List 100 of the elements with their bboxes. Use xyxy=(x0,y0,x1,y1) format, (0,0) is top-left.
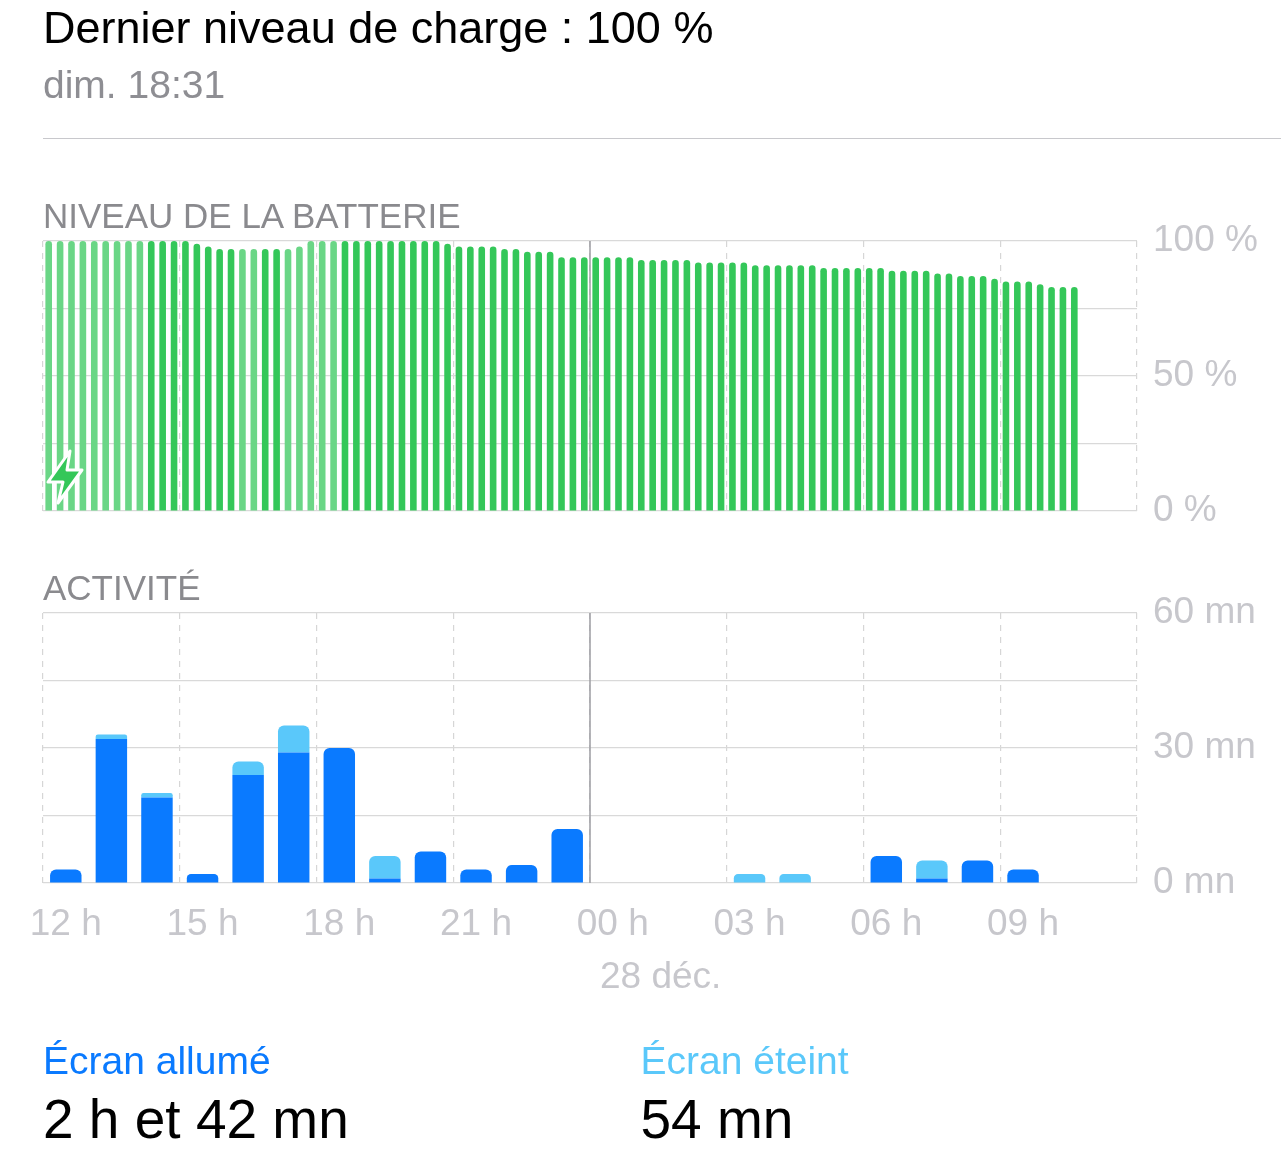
bar xyxy=(501,249,508,511)
bar xyxy=(318,241,326,511)
bar xyxy=(808,265,816,511)
bar xyxy=(375,241,383,511)
bar xyxy=(296,246,303,511)
bar xyxy=(961,860,994,883)
bar xyxy=(141,797,173,883)
bar xyxy=(603,257,611,511)
bar xyxy=(779,874,811,883)
bar xyxy=(273,249,280,511)
bar xyxy=(524,251,531,511)
bar xyxy=(45,241,52,511)
bar xyxy=(729,262,736,511)
bar xyxy=(843,268,850,511)
bar xyxy=(216,249,223,511)
bar xyxy=(535,251,543,511)
bar xyxy=(1025,281,1033,511)
bar xyxy=(1071,286,1078,511)
bar xyxy=(353,241,360,511)
bar xyxy=(991,278,998,511)
bar xyxy=(410,241,417,511)
bar xyxy=(751,265,759,511)
text: Écran allumé xyxy=(43,1038,271,1084)
x-tick-label: 00 h xyxy=(576,902,649,944)
bar xyxy=(546,251,554,511)
text: Dernier niveau de charge : 100 % xyxy=(43,2,714,54)
y-tick-label: 100 % xyxy=(1153,218,1258,260)
bar xyxy=(581,257,588,511)
bar xyxy=(706,262,713,511)
bar xyxy=(239,249,246,511)
bar xyxy=(398,241,406,511)
bar xyxy=(1002,281,1010,511)
bar xyxy=(330,241,337,511)
bar xyxy=(637,259,645,511)
bar xyxy=(79,241,87,511)
bar xyxy=(1007,869,1039,883)
x-tick-label: 18 h xyxy=(303,902,376,944)
bar xyxy=(569,257,577,511)
bar xyxy=(968,276,976,511)
bar xyxy=(414,851,447,883)
x-tick-label: 15 h xyxy=(166,902,239,944)
bar xyxy=(797,265,805,511)
bar xyxy=(1048,286,1055,511)
bar xyxy=(683,259,691,511)
bar xyxy=(740,262,748,511)
bar xyxy=(512,249,520,511)
bar xyxy=(733,874,766,883)
ref-line-label: 28 déc. xyxy=(600,955,722,997)
bar xyxy=(323,748,356,883)
bar xyxy=(979,276,987,511)
bar xyxy=(558,257,565,511)
bar xyxy=(900,270,907,511)
bar xyxy=(922,270,930,511)
bar xyxy=(284,249,292,511)
bar xyxy=(136,241,144,511)
bar xyxy=(432,241,440,511)
x-tick-label: 09 h xyxy=(987,902,1060,944)
bar xyxy=(369,856,401,879)
text: 2 h et 42 mn xyxy=(43,1088,349,1150)
bar xyxy=(232,775,264,883)
x-tick-label: 12 h xyxy=(29,902,102,944)
y-tick-label: 60 mn xyxy=(1153,590,1256,632)
bar xyxy=(478,246,486,511)
bar xyxy=(786,265,793,511)
chart-title: ACTIVITÉ xyxy=(43,568,201,608)
bar xyxy=(870,856,903,883)
bar xyxy=(364,241,372,511)
bar xyxy=(261,249,269,511)
bar xyxy=(888,270,896,511)
bar xyxy=(147,241,155,511)
bar xyxy=(421,241,429,511)
bar xyxy=(649,259,656,511)
bar xyxy=(159,241,166,511)
bar xyxy=(865,268,873,511)
bar xyxy=(460,869,492,883)
bar xyxy=(204,246,212,511)
x-tick-label: 06 h xyxy=(850,902,923,944)
bar xyxy=(672,259,679,511)
bar xyxy=(68,241,75,511)
bar xyxy=(551,829,583,883)
bar xyxy=(774,265,782,511)
bar xyxy=(387,241,394,511)
bar xyxy=(489,246,497,511)
bar xyxy=(626,257,634,511)
y-tick-label: 30 mn xyxy=(1153,725,1256,767)
bar xyxy=(717,262,725,511)
y-tick-label: 0 mn xyxy=(1153,860,1236,902)
bar xyxy=(277,752,310,883)
bar xyxy=(1014,281,1021,511)
bar xyxy=(186,874,219,883)
text: 54 mn xyxy=(640,1088,794,1150)
bar xyxy=(250,249,258,511)
bar xyxy=(615,257,622,511)
bar xyxy=(113,241,121,511)
bar xyxy=(877,268,884,511)
bar xyxy=(102,241,109,511)
bar xyxy=(182,241,189,511)
bar xyxy=(307,241,315,511)
x-tick-label: 03 h xyxy=(713,902,786,944)
bar xyxy=(50,869,82,883)
